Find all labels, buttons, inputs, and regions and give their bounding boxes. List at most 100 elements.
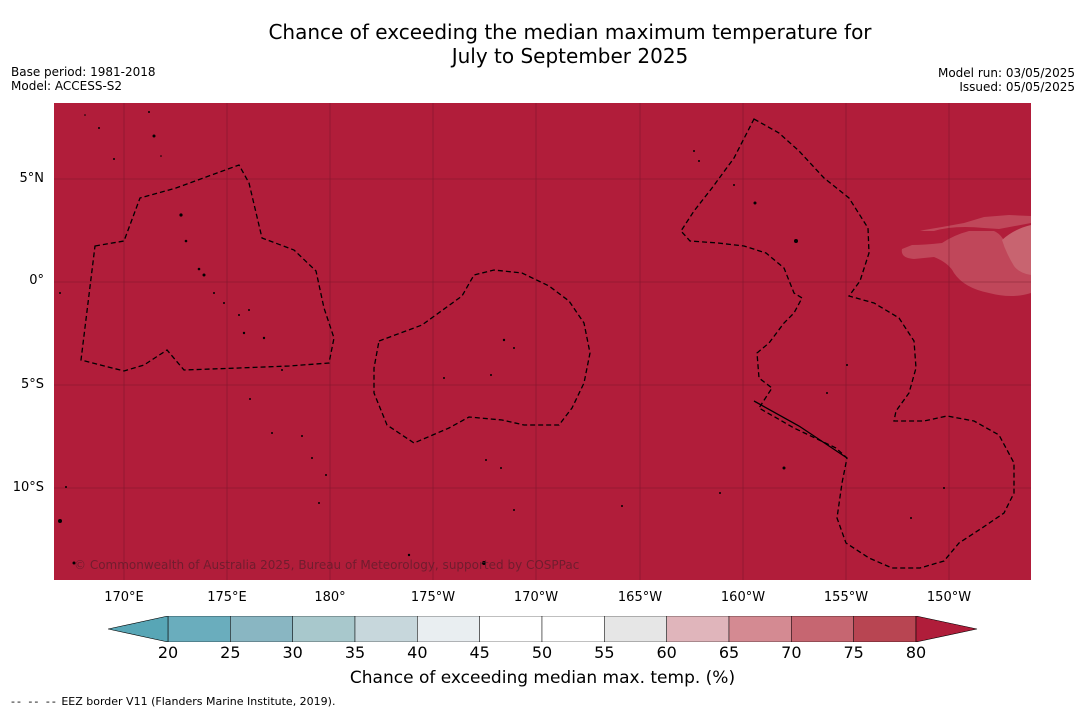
island	[249, 398, 251, 400]
colorbar-under-arrow	[108, 616, 169, 642]
island	[152, 134, 156, 138]
island	[238, 314, 240, 316]
lon-label-175w: 175°W	[410, 590, 456, 605]
island	[98, 127, 100, 129]
colorbar-cell	[417, 616, 480, 642]
colorbar-cell	[541, 616, 605, 642]
colorbar-tick-label: 45	[469, 643, 490, 662]
lat-label-5n: 5°N	[19, 171, 45, 186]
title-line-2: July to September 2025	[451, 44, 689, 68]
island	[794, 239, 798, 243]
lon-label-165w: 165°W	[617, 590, 663, 605]
colorbar-label: Chance of exceeding median max. temp. (%…	[0, 668, 1085, 688]
island	[407, 553, 411, 557]
lon-label-155w: 155°W	[823, 590, 869, 605]
lon-label-160w: 160°W	[720, 590, 766, 605]
colorbar-tick-label: 40	[407, 643, 428, 662]
meta-left: Base period: 1981-2018 Model: ACCESS-S2	[11, 65, 156, 93]
colorbar-cell	[666, 616, 730, 642]
colorbar-over-arrow	[915, 616, 978, 642]
island	[485, 459, 487, 461]
colorbar-cell	[853, 616, 917, 642]
island	[318, 502, 320, 504]
meta-right: Model run: 03/05/2025 Issued: 05/05/2025	[938, 66, 1075, 94]
lat-label-10s: 10°S	[12, 480, 44, 495]
copyright-notice: © Commonwealth of Australia 2025, Bureau…	[74, 558, 580, 572]
footnote-text: EEZ border V11 (Flanders Marine Institut…	[61, 695, 336, 708]
eez-borders	[80, 118, 1015, 569]
colorbar-cell	[354, 616, 418, 642]
lightest-probability-patch	[1002, 225, 1031, 275]
colorbar-tick-label: 55	[594, 643, 615, 662]
island	[72, 561, 76, 565]
graticule	[54, 103, 1031, 580]
eez-kiribati-gilbert	[80, 164, 335, 372]
island	[502, 338, 506, 342]
colorbar-tick-label: 80	[905, 643, 927, 662]
island	[65, 486, 67, 488]
eez-french-polynesia	[753, 400, 848, 459]
colorbar-tick-label: 25	[220, 643, 241, 662]
colorbar-cell	[230, 616, 293, 642]
lighter-probability-patch	[901, 215, 1031, 296]
island	[513, 347, 515, 349]
colorbar-tick-label: 60	[656, 643, 677, 662]
island	[325, 474, 327, 476]
lon-label-180: 180°	[314, 590, 346, 605]
eez-legend-symbol: -- -- --	[11, 695, 58, 708]
colorbar-cell	[604, 616, 667, 642]
island	[59, 292, 61, 294]
island	[223, 302, 225, 304]
colorbar-tick-label: 20	[157, 643, 179, 662]
base-period: Base period: 1981-2018	[11, 65, 156, 79]
lat-label-5s: 5°S	[20, 377, 44, 392]
island	[443, 377, 445, 379]
island	[753, 201, 757, 205]
probability-map	[54, 103, 1031, 580]
footnote: -- -- -- EEZ border V11 (Flanders Marine…	[11, 695, 335, 708]
island	[782, 466, 786, 470]
lon-label-170e: 170°E	[104, 590, 144, 605]
island	[213, 292, 215, 294]
model-name: Model: ACCESS-S2	[11, 79, 123, 93]
island	[248, 309, 250, 311]
colorbar-tick-label: 35	[344, 643, 366, 662]
island	[148, 111, 150, 113]
lon-label-170w: 170°W	[513, 590, 559, 605]
colorbar-tick-label: 65	[718, 643, 740, 662]
island	[733, 184, 735, 186]
title-line-1: Chance of exceeding the median maximum t…	[268, 20, 872, 44]
island	[184, 239, 188, 243]
colorbar-cell	[479, 616, 543, 642]
colorbar-tick-label: 30	[282, 643, 303, 662]
island	[197, 267, 201, 271]
island	[262, 336, 266, 340]
model-run: Model run: 03/05/2025	[937, 66, 1075, 80]
colorbar-tick-label: 75	[843, 643, 864, 662]
island	[846, 364, 848, 366]
islands	[58, 111, 945, 565]
eez-tuvalu-tokelau	[373, 269, 591, 444]
island	[910, 517, 912, 519]
island	[58, 519, 62, 523]
lon-label-175e: 175°E	[207, 590, 247, 605]
colorbar-cells	[167, 616, 917, 642]
map-background	[54, 103, 1031, 580]
colorbar-cell	[292, 616, 356, 642]
colorbar	[108, 616, 978, 642]
colorbar-tick-label: 70	[781, 643, 802, 662]
island	[490, 374, 492, 376]
island	[113, 158, 115, 160]
colorbar-cell	[791, 616, 854, 642]
island	[500, 467, 502, 469]
eez-line-islands	[680, 118, 1015, 569]
island	[943, 487, 945, 489]
island	[271, 432, 273, 434]
island	[84, 114, 86, 116]
island	[826, 392, 828, 394]
island	[693, 150, 695, 152]
issued-date: Issued: 05/05/2025	[959, 80, 1075, 94]
island	[719, 492, 721, 494]
colorbar-cell	[167, 616, 231, 642]
lat-label-0: 0°	[29, 273, 44, 288]
